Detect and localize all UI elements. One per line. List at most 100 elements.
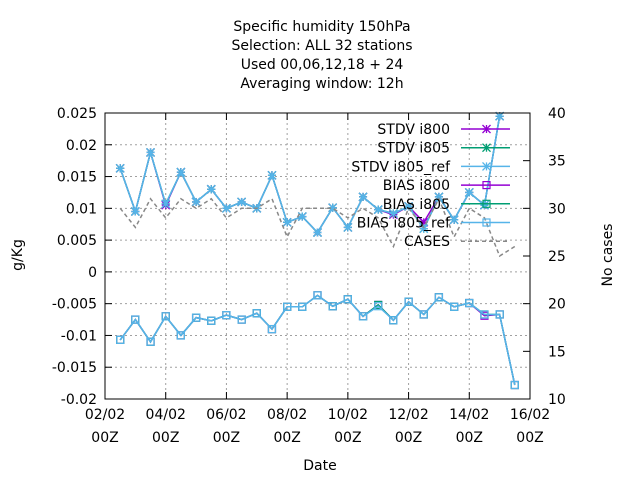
y-tick-label: 0.015 bbox=[57, 170, 97, 186]
x-tick-label: 06/02 bbox=[206, 407, 246, 423]
data-point bbox=[482, 143, 491, 153]
data-point bbox=[207, 316, 216, 325]
legend-label: CASES bbox=[404, 234, 450, 250]
data-point bbox=[419, 310, 428, 319]
data-point bbox=[404, 297, 413, 306]
y-tick-label: 0.01 bbox=[66, 201, 97, 217]
data-point bbox=[482, 181, 491, 190]
data-point bbox=[161, 312, 170, 321]
y-axis-label: g/Kg bbox=[10, 239, 26, 271]
x-tick-label: 00Z bbox=[456, 430, 483, 446]
series-layer bbox=[115, 111, 519, 390]
data-point bbox=[482, 124, 491, 134]
data-point bbox=[222, 311, 231, 320]
data-point bbox=[176, 331, 185, 340]
title-line: Averaging window: 12h bbox=[240, 76, 403, 92]
y-tick-label: -0.015 bbox=[52, 360, 97, 376]
data-point bbox=[297, 212, 307, 222]
y-tick-label: 0.005 bbox=[57, 233, 97, 249]
data-point bbox=[482, 161, 491, 171]
data-point bbox=[282, 217, 292, 227]
data-point bbox=[434, 293, 444, 302]
tick-marks bbox=[104, 112, 531, 400]
data-point bbox=[373, 205, 383, 215]
y2-tick-label: 35 bbox=[548, 154, 566, 170]
data-point bbox=[358, 192, 368, 202]
data-point bbox=[176, 167, 186, 177]
data-point bbox=[480, 310, 489, 319]
legend-label: STDV i805 bbox=[377, 141, 450, 157]
y-tick-labels: 0.025 0.02 0.015 0.01 0.005 0 -0.005 -0.01 -0.01… bbox=[52, 106, 97, 408]
x-tick-label: 04/02 bbox=[146, 407, 186, 423]
x-tick-label: 00Z bbox=[273, 430, 300, 446]
legend-entry: BIAS i805_ref bbox=[357, 216, 510, 232]
data-point bbox=[283, 302, 292, 311]
data-point bbox=[482, 199, 491, 208]
legend-label: BIAS i800 bbox=[383, 178, 450, 194]
x-tick-label: 00Z bbox=[395, 430, 422, 446]
legend-label: BIAS i805_ref bbox=[357, 216, 451, 232]
data-point bbox=[298, 302, 307, 311]
y2-tick-labels: 40 35 30 25 20 15 10 bbox=[548, 106, 566, 408]
y2-axis-label: No cases bbox=[600, 224, 616, 287]
title-line: Selection: ALL 32 stations bbox=[231, 38, 412, 54]
data-point bbox=[161, 199, 171, 209]
series-bias-i805-ref bbox=[116, 291, 519, 390]
x-tick-label: 16/02 bbox=[510, 407, 550, 423]
x-tick-label: 02/02 bbox=[85, 407, 125, 423]
data-point bbox=[206, 184, 216, 194]
x-axis-label: Date bbox=[303, 458, 336, 474]
data-point bbox=[480, 200, 489, 210]
data-point bbox=[131, 315, 140, 324]
legend-entry: STDV i800 bbox=[377, 122, 510, 138]
y2-tick-label: 40 bbox=[548, 106, 566, 122]
title-line: Specific humidity 150hPa bbox=[233, 19, 410, 35]
data-point bbox=[343, 222, 353, 232]
title-line: Used 00,06,12,18 + 24 bbox=[241, 57, 404, 73]
data-point bbox=[358, 312, 368, 321]
series-line bbox=[119, 197, 516, 258]
chart-title: Specific humidity 150hPa Selection: ALL 3… bbox=[231, 19, 412, 92]
data-point bbox=[404, 201, 414, 211]
x-tick-label: 00Z bbox=[91, 430, 118, 446]
data-point bbox=[374, 302, 383, 311]
data-point bbox=[495, 310, 504, 319]
data-point bbox=[449, 215, 459, 225]
data-point bbox=[267, 170, 277, 180]
x-tick-labels: 02/02 00Z 04/02 00Z 06/02 00Z 08/02 00Z 10/02 00Z… bbox=[85, 407, 550, 446]
data-point bbox=[389, 316, 398, 325]
grid bbox=[105, 113, 530, 399]
series-line bbox=[119, 294, 516, 386]
data-point bbox=[313, 291, 322, 300]
series-line bbox=[119, 294, 516, 386]
y2-tick-label: 30 bbox=[548, 201, 566, 217]
data-point bbox=[328, 302, 337, 311]
data-point bbox=[116, 335, 125, 344]
data-point bbox=[495, 111, 505, 121]
data-point bbox=[464, 187, 474, 197]
x-tick-label: 14/02 bbox=[449, 407, 489, 423]
data-point bbox=[465, 298, 474, 308]
legend-entry: CASES bbox=[404, 234, 510, 250]
data-point bbox=[237, 315, 246, 324]
y-tick-label: -0.02 bbox=[61, 392, 97, 408]
data-point bbox=[252, 309, 261, 318]
series-line bbox=[119, 294, 516, 386]
data-point bbox=[313, 228, 322, 237]
y-tick-label: -0.005 bbox=[52, 297, 97, 313]
y2-tick-label: 25 bbox=[548, 249, 566, 265]
data-point bbox=[191, 197, 201, 207]
y-tick-label: 0 bbox=[88, 265, 97, 281]
data-point bbox=[510, 380, 519, 390]
y-tick-label: -0.01 bbox=[61, 328, 97, 344]
x-tick-label: 00Z bbox=[213, 430, 240, 446]
data-point bbox=[221, 203, 231, 213]
y-tick-label: 0.02 bbox=[66, 138, 97, 154]
legend-entry: BIAS i805 bbox=[383, 197, 510, 213]
data-point bbox=[267, 324, 277, 334]
data-point bbox=[130, 207, 140, 216]
legend-label: STDV i800 bbox=[377, 122, 450, 138]
x-tick-label: 12/02 bbox=[388, 407, 428, 423]
x-tick-label: 10/02 bbox=[328, 407, 368, 423]
y-tick-label: 0.025 bbox=[57, 106, 97, 122]
